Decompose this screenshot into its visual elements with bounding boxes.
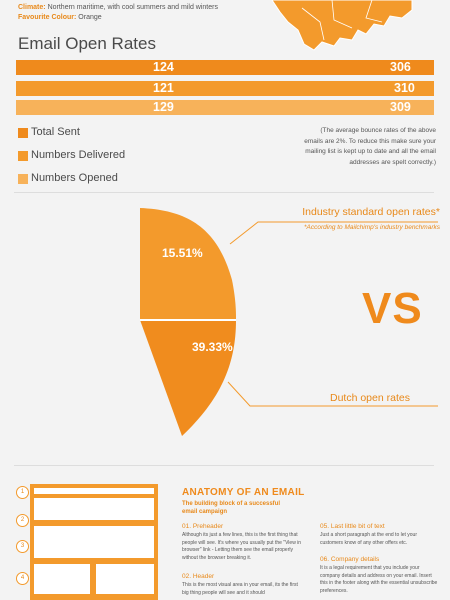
legend-numbers-opened: Numbers Opened [31,172,118,184]
legend-total-sent: Total Sent [31,126,80,138]
bar-label-opened-1: 129 [153,100,174,114]
anatomy-section-6-head: 06. Company details [320,556,380,563]
anatomy-section-5-head: 05. Last little bit of text [320,523,385,530]
wireframe-header [34,498,154,520]
wireframe-column-right [96,564,154,594]
climate-value: Northern maritime, with cool summers and… [47,4,218,11]
bar-label-delivered-1: 121 [153,81,174,95]
bar-label-total-sent-2: 306 [390,60,411,74]
wireframe-preheader [34,488,154,494]
pie-slice-dutch [140,320,236,436]
bounce-rate-note: (The average bounce rates of the above e… [304,127,436,166]
anatomy-subtitle: The building block of a successful email… [182,501,281,515]
callout-dutch: Dutch open rates [330,392,410,404]
legend-swatch-delivered [18,151,28,161]
marker-3: 3 [16,540,29,553]
callout-industry: Industry standard open rates* [302,206,440,218]
netherlands-map-graphic [271,0,413,51]
pie-label-industry: 15.51% [162,246,203,260]
pie-slice-industry [140,208,236,320]
colour-line: Favourite Colour: Orange [18,14,102,21]
divider [14,192,434,193]
open-rate-pie [140,208,236,436]
wireframe-content [34,526,154,558]
climate-key: Climate: [18,4,46,11]
divider-2 [14,465,434,466]
colour-value: Orange [78,14,102,21]
email-wireframe [30,484,158,600]
anatomy-section-5-body: Just a short paragraph at the end to let… [320,532,418,546]
anatomy-section-1-head: 01. Preheader [182,523,224,530]
callout-industry-note: *According to Mailchimp's industry bench… [304,224,440,231]
vs-text: VS [362,284,423,333]
pie-label-dutch: 39.33% [192,340,233,354]
anatomy-section-2-body: This is the most visual area in your ema… [182,582,298,596]
climate-line: Climate: Northern maritime, with cool su… [18,4,218,11]
colour-key: Favourite Colour: [18,14,77,21]
marker-4: 4 [16,572,29,585]
anatomy-section-1-body: Although its just a few lines, this is t… [182,532,302,561]
anatomy-section-2-head: 02. Header [182,573,215,580]
bar-total-sent: 124 306 [16,60,434,75]
anatomy-title: ANATOMY OF AN EMAIL [182,487,305,498]
legend-swatch-total-sent [18,128,28,138]
marker-2: 2 [16,514,29,527]
bar-label-delivered-2: 310 [394,81,415,95]
bar-label-total-sent-1: 124 [153,60,174,74]
bar-numbers-opened: 129 309 [16,100,434,115]
legend-swatch-opened [18,174,28,184]
bar-numbers-delivered: 121 310 [16,81,434,96]
section-title: Email Open Rates [18,34,156,53]
wireframe-column-left [34,564,90,594]
legend-numbers-delivered: Numbers Delivered [31,149,126,161]
bar-label-opened-2: 309 [390,100,411,114]
marker-1: 1 [16,486,29,499]
anatomy-section-6-body: It is a legal requirement that you inclu… [320,565,438,594]
